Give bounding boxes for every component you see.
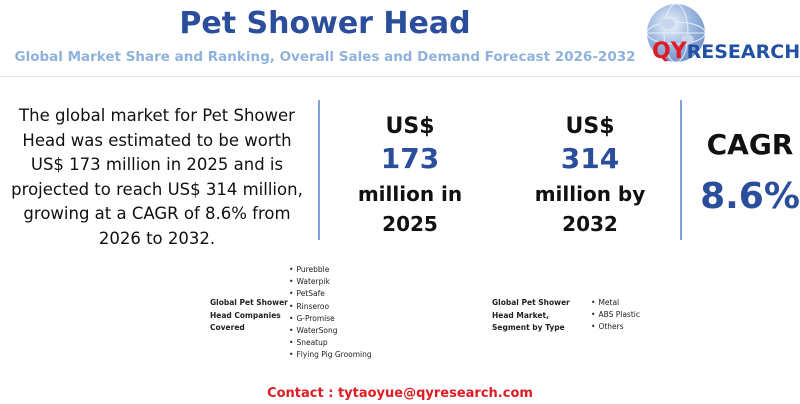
list-item: Rinseroo: [289, 301, 372, 313]
list-item: Sneatup: [289, 337, 372, 349]
cagr-value: 8.6%: [700, 176, 800, 217]
divider-2: [680, 100, 682, 240]
list-item: Metal: [591, 297, 640, 309]
list-item: WaterSong: [289, 325, 372, 337]
stat-2032-prefix: US$: [565, 114, 615, 139]
stat-2025: US$ 173 million in 2025: [340, 114, 480, 239]
list-item: Flying Pig Grooming: [289, 349, 371, 361]
page-subtitle: Global Market Share and Ranking, Overall…: [14, 49, 636, 65]
list-item: PetSafe: [289, 288, 372, 300]
list-item: ABS Plastic: [591, 309, 640, 321]
companies-title: Global Pet Shower Head Companies Covered: [210, 298, 288, 332]
segments-title: Global Pet Shower Head Market, Segment b…: [492, 298, 570, 332]
header: Pet Shower Head Global Market Share and …: [0, 0, 800, 76]
stat-2025-value: 173: [380, 142, 440, 175]
companies-list: Purebble Waterpik PetSafe Rinseroo G-Pro…: [289, 264, 372, 362]
qyresearch-globe-logo-icon: [646, 3, 706, 63]
list-item: Purebble: [289, 264, 372, 276]
list-item: Others: [591, 321, 640, 333]
market-description: The global market for Pet Shower Head wa…: [11, 106, 303, 248]
stat-2032-suffix: million by 2032: [534, 182, 646, 236]
qyresearch-logo-text: QYRESEARCH: [652, 39, 800, 64]
page-title: Pet Shower Head: [179, 6, 471, 41]
segments-list: Metal ABS Plastic Others: [591, 297, 640, 334]
stat-2032-value: 314: [560, 142, 620, 175]
stat-2025-prefix: US$: [385, 114, 435, 139]
stat-2025-suffix: million in 2025: [357, 182, 463, 236]
contact-email[interactable]: Contact : tytaoyue@qyresearch.com: [267, 386, 533, 401]
cagr-label: CAGR: [706, 128, 794, 161]
divider-1: [318, 100, 320, 240]
header-divider: [0, 76, 800, 77]
list-item: G-Promise: [289, 313, 372, 325]
stat-2032: US$ 314 million by 2032: [520, 114, 660, 239]
list-item: Waterpik: [289, 276, 372, 288]
